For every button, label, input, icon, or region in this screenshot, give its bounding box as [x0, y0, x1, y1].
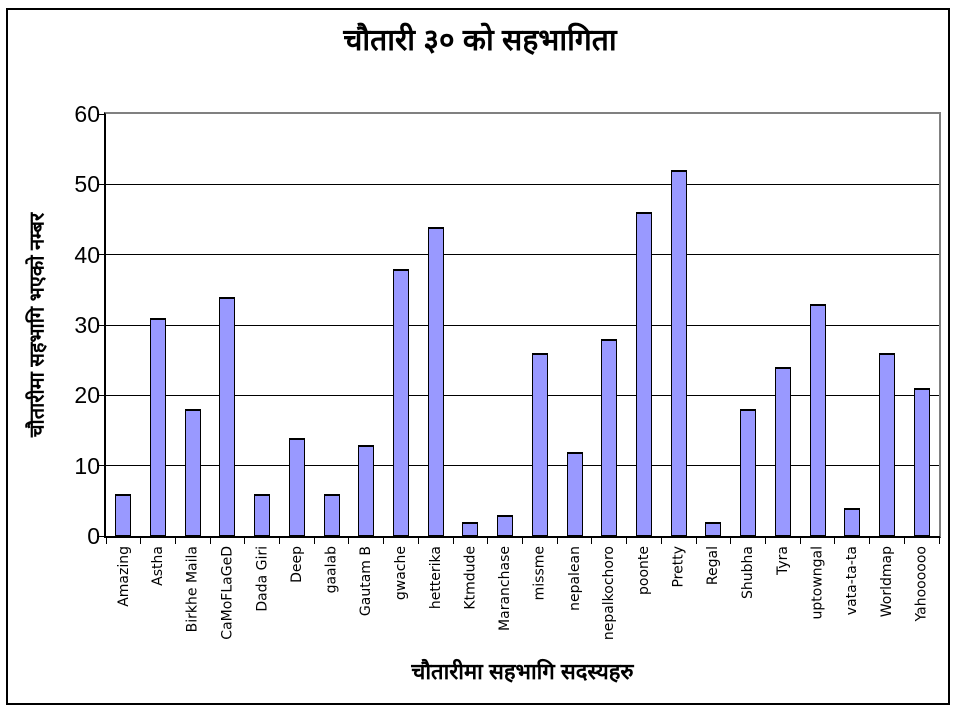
gridline: [106, 465, 939, 467]
x-tick-mark: [209, 536, 211, 544]
bar: [878, 353, 895, 536]
x-tick-mark: [348, 536, 350, 544]
bar: [184, 409, 201, 536]
gridline: [106, 324, 939, 326]
x-tick-label: gwache: [393, 546, 410, 601]
y-tick-mark: [97, 324, 106, 326]
bar: [150, 317, 167, 536]
y-tick-mark: [97, 535, 106, 537]
x-tick-label: nepalean: [566, 546, 583, 611]
y-tick-label: 60: [74, 101, 100, 127]
x-tick-mark: [730, 536, 732, 544]
x-tick-mark: [903, 536, 905, 544]
bar: [635, 212, 652, 536]
x-tick-mark: [591, 536, 593, 544]
x-tick-label: CaMoFLaGeD: [219, 546, 236, 640]
chart-title: चौतारी ३० को सहभागिता: [343, 24, 617, 57]
x-tick-label: Shubha: [740, 546, 757, 599]
x-tick-label: Maranchase: [497, 546, 514, 631]
bar: [844, 507, 861, 536]
bar: [705, 521, 722, 536]
y-tick-label: 10: [74, 452, 100, 479]
x-tick-label: gaalab: [323, 546, 340, 594]
x-tick-label: Pretty: [670, 546, 687, 588]
x-tick-mark: [799, 536, 801, 544]
bar: [254, 493, 271, 536]
bar: [427, 226, 444, 536]
y-tick-mark: [97, 183, 106, 185]
x-tick-mark: [174, 536, 176, 544]
bar: [774, 367, 791, 536]
x-tick-label: Worldmap: [878, 546, 895, 618]
x-tick-mark: [383, 536, 385, 544]
x-tick-mark: [140, 536, 142, 544]
x-tick-mark: [938, 536, 940, 544]
x-tick-mark: [487, 536, 489, 544]
y-tick-label: 50: [74, 171, 100, 198]
x-tick-mark: [105, 536, 107, 544]
y-tick-mark: [97, 465, 106, 467]
bar: [288, 437, 305, 536]
x-tick-mark: [869, 536, 871, 544]
bar: [566, 451, 583, 536]
bar: [462, 521, 479, 536]
x-tick-label: Deep: [288, 546, 305, 583]
x-tick-mark: [279, 536, 281, 544]
bar: [393, 268, 410, 536]
bar: [531, 353, 548, 536]
x-tick-mark: [764, 536, 766, 544]
x-tick-mark: [556, 536, 558, 544]
bar: [809, 303, 826, 536]
y-tick-label: 0: [87, 523, 100, 549]
x-tick-label: missme: [531, 546, 548, 601]
x-tick-label: hetterika: [427, 546, 444, 610]
x-tick-label: vata-ta-ta: [844, 546, 861, 616]
x-tick-mark: [695, 536, 697, 544]
bar: [219, 296, 236, 536]
y-tick-label: 30: [74, 312, 100, 338]
x-tick-label: Yahoooooo: [913, 546, 930, 622]
bar: [670, 170, 687, 536]
x-tick-mark: [417, 536, 419, 544]
bar: [115, 493, 132, 536]
y-tick-label: 40: [74, 241, 100, 268]
x-tick-mark: [834, 536, 836, 544]
y-tick-label: 20: [74, 382, 100, 409]
x-tick-mark: [626, 536, 628, 544]
gridline: [106, 394, 939, 396]
x-tick-mark: [660, 536, 662, 544]
x-tick-label: Tyra: [774, 546, 791, 575]
x-tick-mark: [452, 536, 454, 544]
bar: [913, 388, 930, 536]
x-tick-label: Amazing: [115, 546, 132, 607]
x-tick-mark: [522, 536, 523, 544]
x-tick-label: uptowngal: [809, 546, 826, 620]
bar: [740, 409, 757, 536]
x-tick-label: Astha: [150, 546, 167, 586]
x-axis-title: चौतारीमा सहभागि सदस्यहरु: [411, 659, 634, 684]
x-tick-label: Gautam B: [358, 546, 375, 617]
x-tick-mark: [313, 536, 315, 544]
gridline: [106, 254, 939, 256]
y-tick-mark: [97, 113, 106, 115]
x-tick-label: Ktmdude: [462, 546, 479, 610]
x-tick-label: Regal: [705, 546, 722, 586]
bar: [601, 339, 618, 536]
y-tick-mark: [97, 254, 106, 256]
bar: [323, 493, 340, 536]
x-tick-mark: [244, 536, 246, 544]
x-tick-label: Birkhe Maila: [184, 546, 201, 633]
x-tick-label: poonte: [635, 546, 652, 595]
bar: [497, 514, 514, 536]
x-tick-label: Dada Giri: [254, 546, 271, 612]
bar: [358, 444, 375, 536]
x-tick-label: nepalkochoro: [601, 546, 618, 641]
gridline: [106, 183, 939, 185]
y-tick-mark: [97, 394, 106, 396]
